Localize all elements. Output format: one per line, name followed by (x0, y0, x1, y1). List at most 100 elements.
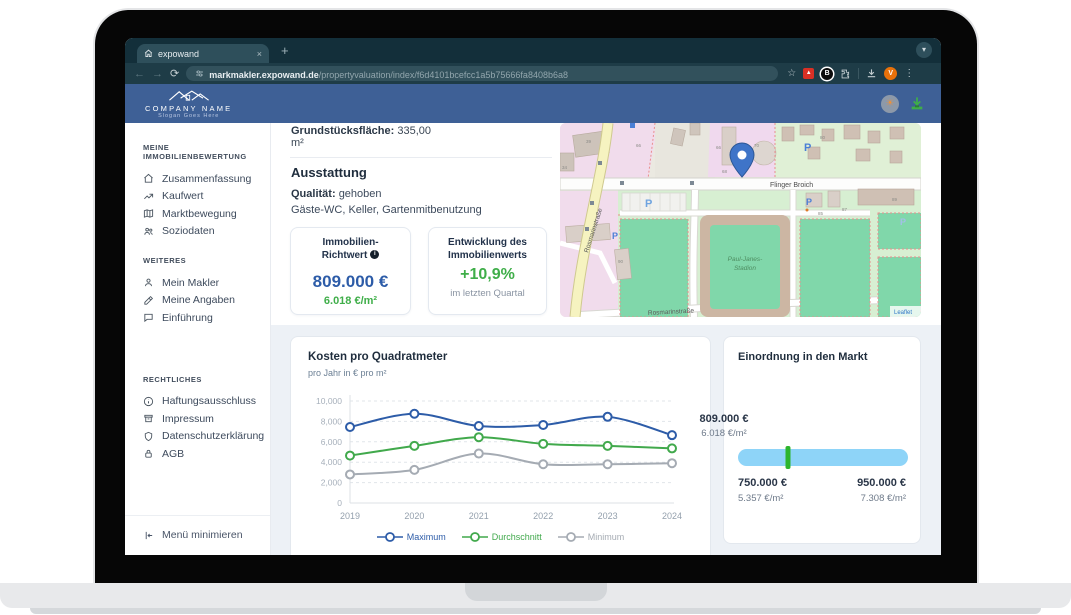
sidebar-section-title: WEITERES (143, 256, 187, 265)
location-map[interactable]: Flinger Broich Rosmarinstraße Rosmarinst… (560, 123, 921, 317)
users-icon (144, 227, 153, 235)
tab-title: expowand (158, 48, 200, 59)
browser-window: expowand × + ▾ ← → ⟳ markmakler.expowand… (125, 38, 941, 555)
parking-icon: P (645, 198, 652, 210)
bookmark-star-icon[interactable]: ☆ (787, 68, 797, 79)
tab-close-icon[interactable]: × (256, 48, 262, 59)
sidebar-item-zusammenfassung[interactable]: Zusammenfassung (143, 170, 270, 188)
sidebar-item-haftungsausschluss[interactable]: Haftungsausschluss (143, 393, 270, 411)
collapse-menu-label: Menü minimieren (162, 529, 243, 541)
main-content: Grundstücksfläche: 335,00 m² Ausstattung… (271, 123, 941, 555)
sidebar-section-title: MEINE IMMOBILIENBEWERTUNG (143, 143, 247, 161)
y-tick-label: 4,000 (321, 457, 343, 467)
x-tick-label: 2024 (662, 511, 682, 521)
downloads-icon[interactable] (866, 68, 877, 79)
url-bar[interactable]: markmakler.expowand.de/propertyvaluation… (186, 66, 779, 81)
trend-up-icon (144, 193, 154, 199)
map-street-main-label: Flinger Broich (770, 182, 813, 189)
sidebar-item-impressum[interactable]: Impressum (143, 410, 270, 428)
map-stadium-label-1: Paul-Janes- (728, 256, 764, 263)
x-tick-label: 2023 (598, 511, 618, 521)
new-tab-button[interactable]: + (281, 43, 289, 58)
sidebar-item-label: Einführung (162, 311, 213, 324)
map-marker-pin[interactable] (729, 142, 755, 178)
legend-marker-icon (376, 532, 403, 542)
info-icon[interactable]: i (370, 250, 380, 260)
house-number: 89 (892, 197, 898, 202)
legend-item-durchschnitt[interactable]: Durchschnitt (461, 532, 542, 542)
chart-legend[interactable]: Maximum Durchschnitt Minimum (291, 532, 710, 542)
browser-tab[interactable]: expowand × (137, 44, 269, 63)
richtwert-per-sqm: 6.018 €/m² (323, 295, 378, 307)
person-icon (145, 278, 152, 287)
laptop-base-lip (30, 608, 1041, 614)
growth-caption: im letzten Quartal (450, 288, 525, 299)
richtwert-card: Immobilien- Richtwert i 809.000 € 6.018 €… (290, 227, 411, 315)
legend-item-minimum[interactable]: Minimum (557, 532, 624, 542)
toolbar-separator (858, 68, 860, 79)
market-range-slider[interactable] (738, 446, 908, 469)
plot-area-text: Grundstücksfläche: 335,00 m² (291, 125, 431, 149)
browser-menu-icon[interactable]: ⋮ (904, 68, 915, 79)
theme-sun-icon[interactable]: ☀ (881, 94, 899, 113)
sidebar-item-einfuehrung[interactable]: Einführung (143, 309, 270, 327)
reload-icon[interactable]: ⟳ (170, 68, 180, 80)
pdf-extension-icon[interactable]: ▲ (803, 68, 815, 79)
download-report-icon[interactable] (909, 96, 925, 112)
market-position-card: Einordnung in den Markt 809.000 € 6.018 … (700, 336, 921, 544)
growth-value: +10,9% (460, 266, 515, 283)
richtwert-value: 809.000 € (312, 272, 389, 291)
collapse-menu-button[interactable]: Menü minimieren (125, 515, 270, 555)
url-host: markmakler.expowand.de (209, 69, 319, 80)
sidebar-item-datenschutz[interactable]: Datenschutzerklärung (143, 428, 270, 446)
forward-icon[interactable]: → (152, 67, 163, 80)
app-body: MEINE IMMOBILIENBEWERTUNG Zusammenfassun… (125, 123, 941, 555)
parking-icon: P (900, 217, 906, 227)
archive-box-icon (144, 415, 153, 423)
plot-area-unit: m² (291, 137, 304, 149)
max-value: 950.000 € (857, 477, 906, 489)
x-tick-label: 2020 (404, 511, 424, 521)
sidebar-item-agb[interactable]: AGB (143, 445, 270, 463)
map-attribution[interactable]: Leaflet (894, 310, 912, 316)
sidebar-item-label: Haftungsausschluss (162, 395, 256, 408)
legend-marker-icon (461, 532, 488, 542)
back-icon[interactable]: ← (134, 67, 145, 80)
map-canvas: Flinger Broich Rosmarinstraße Rosmarinst… (560, 123, 921, 317)
edit-pen-icon (144, 295, 154, 305)
legend-item-maximum[interactable]: Maximum (376, 532, 446, 542)
extension-icon[interactable]: B (821, 67, 834, 80)
quality-value: gehoben (338, 188, 382, 200)
quality-label: Qualität: (291, 188, 336, 200)
house-number: 68 (722, 169, 728, 174)
sidebar-item-meine-angaben[interactable]: Meine Angaben (143, 292, 270, 310)
y-tick-label: 6,000 (321, 437, 343, 447)
quality-text: Qualität: gehoben (291, 188, 382, 200)
sidebar-item-kaufwert[interactable]: Kaufwert (143, 188, 270, 206)
collapse-arrow-icon (145, 531, 153, 539)
site-settings-icon (196, 70, 204, 77)
min-value-block: 750.000 € 5.357 €/m² (738, 477, 787, 504)
url-path: /propertyvaluation/index/f6d4101bcefcc1a… (318, 69, 568, 80)
plot-area-value: 335,00 (397, 125, 432, 137)
extensions-puzzle-icon[interactable] (840, 68, 851, 79)
tab-search-chevron-icon[interactable]: ▾ (916, 42, 932, 58)
richtwert-card-title: Immobilien- Richtwert i (322, 237, 380, 262)
map-icon (143, 209, 154, 219)
toolbar-right: ☆ ▲ B V ⋮ (787, 67, 914, 80)
sidebar-item-label: Kaufwert (162, 190, 204, 203)
min-per-sqm: 5.357 €/m² (738, 493, 784, 504)
sidebar-item-soziodaten[interactable]: Soziodaten (143, 223, 270, 241)
sidebar-item-mein-makler[interactable]: Mein Makler (143, 274, 270, 292)
market-position-marker[interactable] (785, 446, 791, 469)
y-tick-label: 8,000 (321, 416, 343, 426)
sidebar-item-label: Soziodaten (162, 225, 215, 238)
growth-card-title: Entwicklung des Immobilienwerts (448, 237, 527, 262)
house-number: 90 (618, 259, 624, 264)
chart-subtitle: pro Jahr in € pro m² (308, 368, 387, 378)
house-number: 85 (818, 211, 824, 216)
company-slogan: Slogan Goes Here (158, 112, 220, 119)
company-logo: COMPANY NAME Slogan Goes Here (145, 89, 232, 119)
profile-avatar[interactable]: V (884, 67, 898, 80)
sidebar-item-marktbewegung[interactable]: Marktbewegung (143, 205, 270, 223)
